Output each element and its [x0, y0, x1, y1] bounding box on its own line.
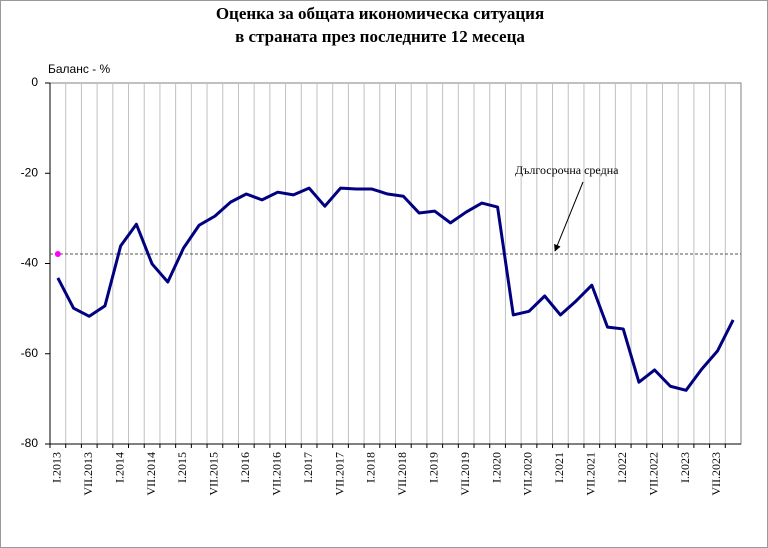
x-tick-label: VII.2022 [646, 452, 660, 496]
x-tick-label: VII.2016 [269, 452, 283, 496]
x-tick-label: I.2022 [615, 452, 629, 483]
y-tick-label: 0 [31, 75, 38, 89]
x-tick-label: I.2023 [678, 452, 692, 483]
y-axis-label: Баланс - % [48, 62, 111, 76]
y-tick-label: -80 [21, 436, 39, 450]
x-tick-label: I.2018 [364, 452, 378, 483]
x-tick-label: VII.2019 [458, 452, 472, 496]
chart-title: в страната през последните 12 месеца [235, 27, 525, 46]
annotation: Дългосрочна средна [515, 163, 619, 177]
y-tick-label: -60 [21, 346, 39, 360]
x-tick-label: I.2020 [489, 452, 503, 483]
x-tick-label: VII.2015 [207, 452, 221, 496]
x-tick-label: VII.2018 [395, 452, 409, 496]
x-tick-label: I.2016 [238, 452, 252, 483]
x-tick-label: VII.2020 [521, 452, 535, 496]
x-tick-label: I.2015 [175, 452, 189, 483]
x-tick-label: I.2014 [112, 452, 126, 483]
y-tick-label: -20 [21, 165, 39, 179]
reference-marker [54, 251, 61, 258]
x-tick-label: VII.2021 [584, 452, 598, 496]
annotation-arrow [554, 181, 584, 252]
x-tick-label: VII.2023 [709, 452, 723, 496]
line-series [56, 186, 735, 392]
x-tick-label: I.2017 [301, 452, 315, 483]
x-tick-label: I.2021 [552, 452, 566, 483]
x-tick-label: I.2013 [50, 452, 64, 483]
chart-title: Оценка за общата икономическа ситуация [216, 4, 544, 23]
x-tick-label: VII.2013 [81, 452, 95, 496]
x-tick-label: VII.2014 [144, 452, 158, 496]
x-tick-label: VII.2017 [332, 452, 346, 496]
y-tick-label: -40 [21, 256, 39, 270]
x-tick-label: I.2019 [427, 452, 441, 483]
